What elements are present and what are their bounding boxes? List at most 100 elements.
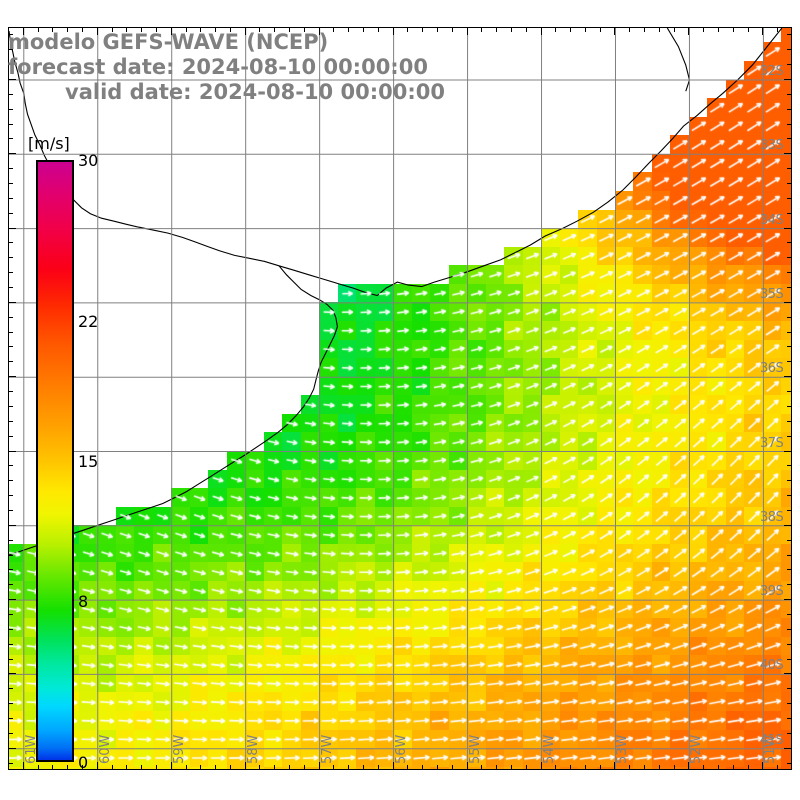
tick-right [787,49,792,51]
tick-bottom [732,765,734,770]
tick-bottom [407,765,409,770]
wind-direction-arrows-canvas [9,28,791,769]
tick-right [784,301,792,303]
tick-right [787,108,792,110]
tick-top [599,27,601,32]
tick-top [170,27,172,35]
lon-label-57W: 57W [319,734,335,764]
tick-top [540,27,542,35]
tick-right [787,34,792,36]
lon-label-60W: 60W [97,734,113,764]
tick-right [784,450,792,452]
tick-bottom [703,765,705,770]
tick-left [8,628,13,630]
tick-top [703,27,705,32]
tick-bottom [570,765,572,770]
tick-top [155,27,157,32]
tick-top [274,27,276,32]
colorbar-tick-15: 15 [78,452,99,471]
tick-top [52,27,54,32]
tick-left [8,168,13,170]
tick-top [407,27,409,32]
tick-top [111,27,113,32]
tick-bottom [584,765,586,770]
colorbar-unit-label: [m/s] [28,134,70,153]
tick-left [8,569,13,571]
tick-top [126,27,128,32]
tick-left [8,703,13,705]
tick-bottom [673,765,675,770]
tick-right [787,732,792,734]
tick-bottom [185,765,187,770]
colorbar[interactable] [36,160,74,762]
tick-top [348,27,350,32]
tick-left [8,153,16,155]
tick-bottom [496,765,498,770]
tick-right [787,138,792,140]
tick-right [787,658,792,660]
tick-left [8,361,13,363]
lat-label-34S: 34S [760,212,784,228]
tick-right [787,584,792,586]
colorbar-tick-8: 8 [78,592,89,612]
tick-top [584,27,586,32]
tick-top [510,27,512,32]
tick-left [8,584,13,586]
tick-left [8,79,16,80]
lat-label-38S: 38S [760,509,784,525]
tick-right [787,316,792,318]
tick-bottom [614,762,616,770]
tick-top [718,27,720,32]
tick-bottom [170,762,172,770]
tick-right [784,79,792,80]
lat-label-41S: 41S [760,732,784,748]
tick-bottom [37,765,39,770]
tick-bottom [111,765,113,770]
lat-label-33S: 33S [760,138,784,154]
tick-top [289,27,291,32]
tick-left [8,673,16,675]
colorbar-tick-30: 30 [78,151,99,170]
tick-right [787,93,792,95]
tick-right [784,376,792,378]
tick-top [392,27,394,35]
tick-right [787,465,792,467]
colorbar-tick-0: 0 [78,753,89,772]
map-plot-area[interactable] [8,27,792,770]
tick-left [8,346,13,348]
tick-left [8,450,16,452]
tick-bottom [8,765,9,770]
tick-right [784,153,792,155]
tick-bottom [762,762,764,770]
tick-left [8,643,13,645]
tick-top [777,27,779,32]
tick-bottom [155,765,157,770]
tick-bottom [540,762,542,770]
tick-left [8,747,16,749]
tick-bottom [22,762,24,770]
tick-left [8,391,13,393]
tick-left [8,138,13,140]
tick-top [141,27,143,32]
tick-right [787,480,792,482]
tick-right [787,197,792,199]
tick-bottom [377,765,379,770]
tick-top [747,27,749,32]
tick-bottom [303,765,305,770]
tick-left [8,509,13,511]
tick-left [8,539,13,541]
lon-label-54W: 54W [541,734,557,764]
tick-right [787,613,792,615]
tick-top [555,27,557,32]
tick-left [8,93,13,95]
tick-left [8,495,13,497]
tick-left [8,613,13,615]
tick-top [629,27,631,32]
tick-left [8,599,16,601]
tick-right [787,688,792,690]
tick-bottom [348,765,350,770]
tick-top [496,27,498,32]
tick-bottom [81,765,83,770]
tick-left [8,123,13,125]
